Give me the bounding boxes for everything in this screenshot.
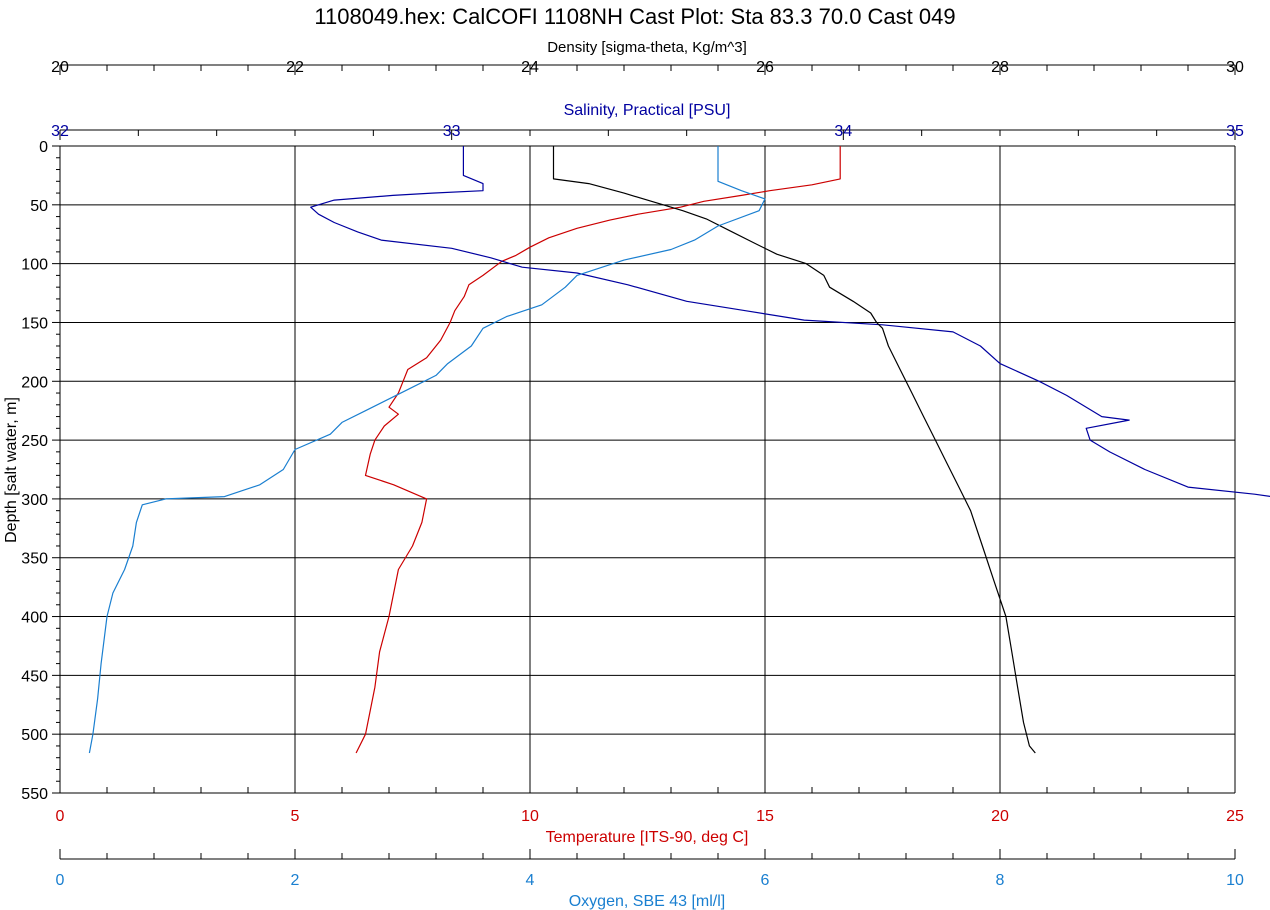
temperature-tick-label: 10 — [521, 808, 539, 825]
depth-tick-label: 450 — [21, 668, 48, 685]
oxygen-axis-label: Oxygen, SBE 43 [ml/l] — [569, 893, 726, 910]
temperature-tick-label: 5 — [291, 808, 300, 825]
salinity-axis-label: Salinity, Practical [PSU] — [564, 102, 731, 119]
series-group — [88, 146, 1270, 754]
salinity-tick-label: 33 — [443, 123, 461, 140]
depth-tick-label: 0 — [39, 139, 48, 156]
depth-tick-label: 350 — [21, 551, 48, 568]
depth-tick-label: 100 — [21, 257, 48, 274]
oxygen-tick-label: 4 — [526, 872, 535, 889]
oxygen-tick-label: 2 — [291, 872, 300, 889]
density-tick-label: 26 — [756, 59, 774, 76]
oxygen-tick-label: 6 — [761, 872, 770, 889]
oxygen-profile-line — [88, 146, 766, 754]
salinity-profile-line — [310, 146, 1270, 497]
oxygen-tick-label: 10 — [1226, 872, 1244, 889]
grid — [59, 145, 1236, 794]
density-profile-line — [552, 146, 1036, 754]
temperature-axis-label: Temperature [ITS-90, deg C] — [546, 829, 749, 846]
depth-tick-label: 550 — [21, 786, 48, 803]
temperature-tick-label: 20 — [991, 808, 1009, 825]
density-tick-label: 24 — [521, 59, 539, 76]
oxygen-tick-label: 8 — [996, 872, 1005, 889]
depth-tick-label: 400 — [21, 610, 48, 627]
density-tick-label: 30 — [1226, 59, 1244, 76]
depth-axis-label: Depth [salt water, m] — [3, 397, 20, 543]
density-axis-label: Density [sigma-theta, Kg/m^3] — [547, 39, 747, 56]
salinity-tick-label: 34 — [834, 123, 852, 140]
temperature-tick-label: 15 — [756, 808, 774, 825]
density-tick-label: 20 — [51, 59, 69, 76]
temperature-tick-label: 0 — [56, 808, 65, 825]
depth-tick-label: 50 — [30, 198, 48, 215]
temperature-profile-line — [355, 146, 841, 754]
salinity-tick-label: 35 — [1226, 123, 1244, 140]
density-tick-label: 28 — [991, 59, 1009, 76]
depth-tick-label: 150 — [21, 315, 48, 332]
density-tick-label: 22 — [286, 59, 304, 76]
depth-tick-label: 300 — [21, 492, 48, 509]
depth-tick-label: 500 — [21, 727, 48, 744]
chart-title: 1108049.hex: CalCOFI 1108NH Cast Plot: S… — [314, 4, 955, 29]
temperature-tick-label: 25 — [1226, 808, 1244, 825]
oxygen-tick-label: 0 — [56, 872, 65, 889]
depth-tick-label: 200 — [21, 374, 48, 391]
depth-tick-label: 250 — [21, 433, 48, 450]
salinity-tick-label: 32 — [51, 123, 69, 140]
